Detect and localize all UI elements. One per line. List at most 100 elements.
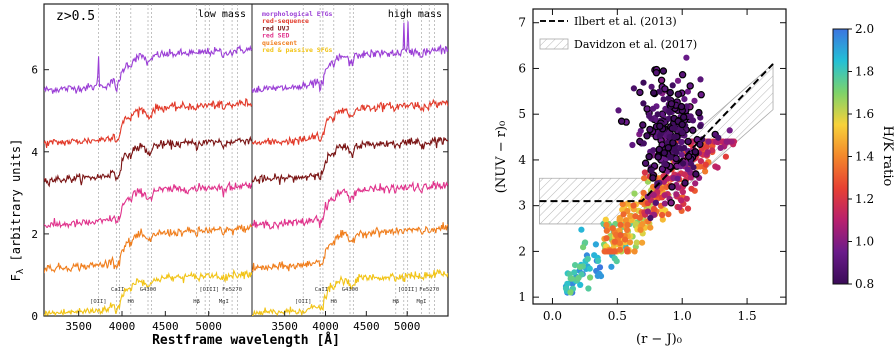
scatter-legend: Ilbert et al. (2013) Davidzon et al. (20… <box>539 15 697 51</box>
galaxy-point <box>584 255 591 262</box>
galaxy-point <box>723 138 730 145</box>
galaxy-point <box>688 185 695 192</box>
galaxy-point <box>660 178 668 185</box>
line-label: [OIII] <box>398 287 418 293</box>
colorbar-gradient <box>832 28 849 285</box>
x-tick-label: 0.5 <box>608 309 627 323</box>
spectrum-line <box>44 97 252 148</box>
galaxy-point <box>630 85 638 92</box>
scatter-x-axis-label: (r − J)₀ <box>636 332 682 347</box>
line-markers <box>98 4 435 316</box>
line-label: Hδ <box>331 299 338 305</box>
galaxy-point <box>572 262 579 269</box>
galaxy-point <box>655 145 663 154</box>
galaxy-point <box>683 195 690 202</box>
line-label: Hβ <box>393 299 400 305</box>
galaxy-point <box>617 246 624 253</box>
line-label: Hβ <box>193 299 200 305</box>
x-tick-label: 3500 <box>271 320 298 333</box>
line-label: [OIII] <box>199 287 219 293</box>
x-tick-label: 3500 <box>65 320 92 333</box>
galaxy-point <box>640 79 647 86</box>
galaxy-point <box>654 111 661 118</box>
spectrum-line <box>252 222 448 273</box>
galaxy-point <box>652 199 660 206</box>
galaxy-point <box>632 221 640 228</box>
galaxy-point <box>648 83 655 90</box>
galaxy-point <box>689 126 697 134</box>
galaxy-point <box>582 239 589 246</box>
galaxy-point <box>646 125 654 134</box>
spectrum-line <box>44 135 252 188</box>
y-tick-label: 6 <box>518 61 526 75</box>
galaxy-point <box>671 134 678 141</box>
galaxy-point <box>673 149 680 156</box>
line-label: G4300 <box>342 287 359 293</box>
galaxy-point <box>676 204 683 211</box>
galaxy-point <box>681 179 689 187</box>
x-tick-label: 4500 <box>353 320 380 333</box>
galaxy-point <box>691 97 698 104</box>
spectrum-line <box>252 136 448 185</box>
galaxy-point <box>611 238 619 245</box>
galaxy-point <box>686 82 694 90</box>
galaxy-point <box>702 161 709 168</box>
y-tick-label: 0 <box>31 310 38 323</box>
galaxy-point <box>672 154 680 163</box>
galaxy-point <box>648 167 655 174</box>
y-tick-label: 6 <box>31 64 38 77</box>
spectrum-line <box>44 180 252 230</box>
galaxy-point <box>666 88 675 97</box>
galaxy-point <box>571 269 578 276</box>
galaxy-point <box>667 100 676 108</box>
galaxy-point <box>678 120 686 129</box>
colorbar-ticks: 0.8 1.0 1.2 1.4 1.6 1.8 2.0 <box>848 22 874 291</box>
galaxy-point <box>641 175 648 182</box>
galaxy-point <box>637 127 644 134</box>
galaxy-point <box>661 160 668 167</box>
galaxy-point <box>692 180 699 187</box>
x-tick-label: 1.0 <box>673 309 692 323</box>
scatter-points <box>562 54 738 296</box>
galaxy-point <box>639 121 647 129</box>
galaxy-point <box>639 239 646 246</box>
galaxy-point <box>667 154 674 161</box>
x-tick-label: 4000 <box>312 320 339 333</box>
galaxy-point <box>624 221 631 228</box>
galaxy-point <box>717 144 724 151</box>
galaxy-point <box>705 138 712 145</box>
galaxy-point <box>633 239 640 246</box>
galaxy-point <box>652 68 661 77</box>
galaxy-point <box>659 211 666 219</box>
galaxy-point <box>673 191 680 198</box>
galaxy-point <box>659 67 668 75</box>
galaxy-point <box>683 103 690 110</box>
redshift-annotation: z>0.5 <box>56 9 95 24</box>
galaxy-point <box>641 169 649 176</box>
galaxy-point <box>613 231 620 238</box>
galaxy-point <box>660 149 669 157</box>
galaxy-point <box>677 102 686 111</box>
galaxy-point <box>679 129 686 136</box>
galaxy-point <box>580 244 587 251</box>
galaxy-point <box>615 107 622 114</box>
galaxy-point <box>666 115 673 122</box>
galaxy-point <box>661 85 669 93</box>
galaxy-point <box>637 226 644 233</box>
color-color-panel: 0.0 0.5 1.0 1.5 1 2 3 4 5 6 7 Ilbert et al. (2013)… <box>494 8 894 347</box>
galaxy-point <box>664 143 673 152</box>
galaxy-point <box>567 289 574 296</box>
galaxy-point <box>669 82 676 89</box>
galaxy-point <box>697 90 705 99</box>
galaxy-point <box>630 202 637 209</box>
galaxy-point <box>726 127 733 134</box>
galaxy-point <box>678 151 685 158</box>
galaxy-point <box>678 139 685 146</box>
galaxy-point <box>592 241 600 248</box>
legend-entry: morphological ETGs <box>262 10 333 18</box>
galaxy-point <box>636 214 644 221</box>
galaxy-point <box>687 174 695 181</box>
galaxy-point <box>650 192 657 199</box>
galaxy-point <box>617 221 624 228</box>
